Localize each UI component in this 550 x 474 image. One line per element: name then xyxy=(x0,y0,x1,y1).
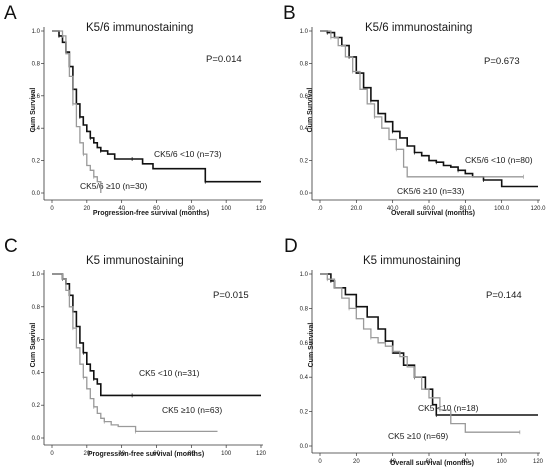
panel-title: K5 immunostaining xyxy=(86,255,184,267)
y-tick-label: 0.0 xyxy=(300,444,309,450)
panel-a: A K5/6 immunostaining P=0.014 CK5/6 <10 … xyxy=(4,3,267,217)
survival-curve-high xyxy=(320,273,520,433)
y-tick-label: 0.0 xyxy=(32,191,41,197)
y-tick-label: 0.2 xyxy=(32,159,41,165)
x-tick-label: 100 xyxy=(221,451,232,457)
y-tick-label: 0.0 xyxy=(32,436,41,442)
survival-curve-high xyxy=(320,30,524,178)
y-axis-label: Cum Survival xyxy=(307,88,314,133)
x-tick-label: 20.0 xyxy=(350,206,362,212)
x-tick-label: 20 xyxy=(83,451,90,457)
survival-curve-low xyxy=(52,30,261,183)
x-tick-label: 80 xyxy=(188,206,195,212)
y-tick-label: 0.6 xyxy=(300,94,309,100)
y-tick-label: 0.4 xyxy=(32,370,41,376)
series-label: CK5 <10 (n=18) xyxy=(418,403,479,413)
x-tick-label: 60 xyxy=(153,451,160,457)
series-label: CK5 ≥10 (n=63) xyxy=(162,405,222,415)
p-value: P=0.144 xyxy=(486,290,522,301)
y-tick-label: 0.8 xyxy=(300,61,309,67)
p-value: P=0.014 xyxy=(206,54,242,65)
y-tick-label: 0.2 xyxy=(300,159,309,165)
y-tick-label: 0.6 xyxy=(32,94,41,100)
y-axis-label: Cum Survival xyxy=(30,88,37,133)
x-tick-label: 80 xyxy=(188,451,195,457)
y-tick-label: 0.4 xyxy=(300,126,309,132)
series-label: CK5/6 <10 (n=73) xyxy=(154,149,222,159)
panel-letter: C xyxy=(4,236,18,257)
x-tick-label: 60 xyxy=(153,206,160,212)
x-tick-label: 100 xyxy=(497,459,508,465)
series-label: CK5/6 <10 (n=80) xyxy=(465,155,533,165)
panel-title: K5/6 immunostaining xyxy=(86,22,193,34)
x-axis-label: Progression-free survival (months) xyxy=(88,451,204,458)
p-value: P=0.673 xyxy=(484,56,520,67)
y-tick-label: 0.2 xyxy=(32,403,41,409)
x-tick-label: 40 xyxy=(389,459,396,465)
x-tick-label: .0 xyxy=(317,206,323,212)
y-tick-label: 0.8 xyxy=(32,61,41,67)
survival-curve-high xyxy=(52,273,218,433)
x-tick-label: 20 xyxy=(353,459,360,465)
p-value: P=0.015 xyxy=(213,290,249,301)
y-tick-label: 0.0 xyxy=(300,191,309,197)
y-tick-label: 1.0 xyxy=(300,29,309,35)
x-tick-label: 60.0 xyxy=(423,206,435,212)
y-tick-label: 0.6 xyxy=(300,341,309,347)
y-axis-label: Cum Survival xyxy=(308,323,315,368)
y-tick-label: 0.2 xyxy=(300,410,309,416)
y-tick-label: 1.0 xyxy=(32,29,41,35)
x-axis-label: Progression-free survival (months) xyxy=(93,210,209,217)
y-axis-label: Cum Survival xyxy=(30,323,37,368)
x-tick-label: 0 xyxy=(318,459,322,465)
series-label: CK5 <10 (n=31) xyxy=(139,368,200,378)
y-tick-label: 0.4 xyxy=(300,375,309,381)
panel-letter: A xyxy=(4,3,17,24)
x-axis-label: Overall survival (months) xyxy=(391,210,475,217)
panel-title: K5 immunostaining xyxy=(363,255,461,267)
y-tick-label: 0.4 xyxy=(32,126,41,132)
y-tick-label: 1.0 xyxy=(300,272,309,278)
x-tick-label: 40 xyxy=(118,206,125,212)
series-label: CK5/6 ≥10 (n=30) xyxy=(80,181,147,191)
x-tick-label: 0 xyxy=(50,451,54,457)
panel-title: K5/6 immunostaining xyxy=(365,22,472,34)
x-tick-label: 40 xyxy=(118,451,125,457)
x-tick-label: 80.0 xyxy=(459,206,471,212)
x-tick-label: 120 xyxy=(533,459,544,465)
panel-letter: D xyxy=(284,236,298,257)
series-label: CK5 ≥10 (n=69) xyxy=(388,431,448,441)
y-tick-label: 0.6 xyxy=(32,338,41,344)
x-tick-label: 80 xyxy=(462,459,469,465)
x-tick-label: 60 xyxy=(426,459,433,465)
x-tick-label: 100.0 xyxy=(494,206,510,212)
x-tick-label: 120 xyxy=(256,206,267,212)
panel-b: B K5/6 immunostaining P=0.673 CK5/6 <10 … xyxy=(283,3,546,217)
panel-d: D K5 immunostaining P=0.144 CK5 <10 (n=1… xyxy=(284,236,544,467)
x-axis-label: Overall survival (months) xyxy=(390,460,474,467)
x-tick-label: 40.0 xyxy=(387,206,399,212)
y-tick-label: 1.0 xyxy=(32,272,41,278)
x-tick-label: 0 xyxy=(50,206,54,212)
x-tick-label: 20 xyxy=(83,206,90,212)
y-tick-label: 0.8 xyxy=(300,306,309,312)
panel-letter: B xyxy=(283,3,296,24)
y-tick-label: 0.8 xyxy=(32,305,41,311)
x-tick-label: 120.0 xyxy=(530,206,546,212)
series-label: CK5/6 ≥10 (n=33) xyxy=(397,186,464,196)
x-tick-label: 120 xyxy=(256,451,267,457)
x-tick-label: 100 xyxy=(221,206,232,212)
panel-c: C K5 immunostaining P=0.015 CK5 <10 (n=3… xyxy=(4,236,267,458)
survival-curve-low xyxy=(52,273,261,397)
